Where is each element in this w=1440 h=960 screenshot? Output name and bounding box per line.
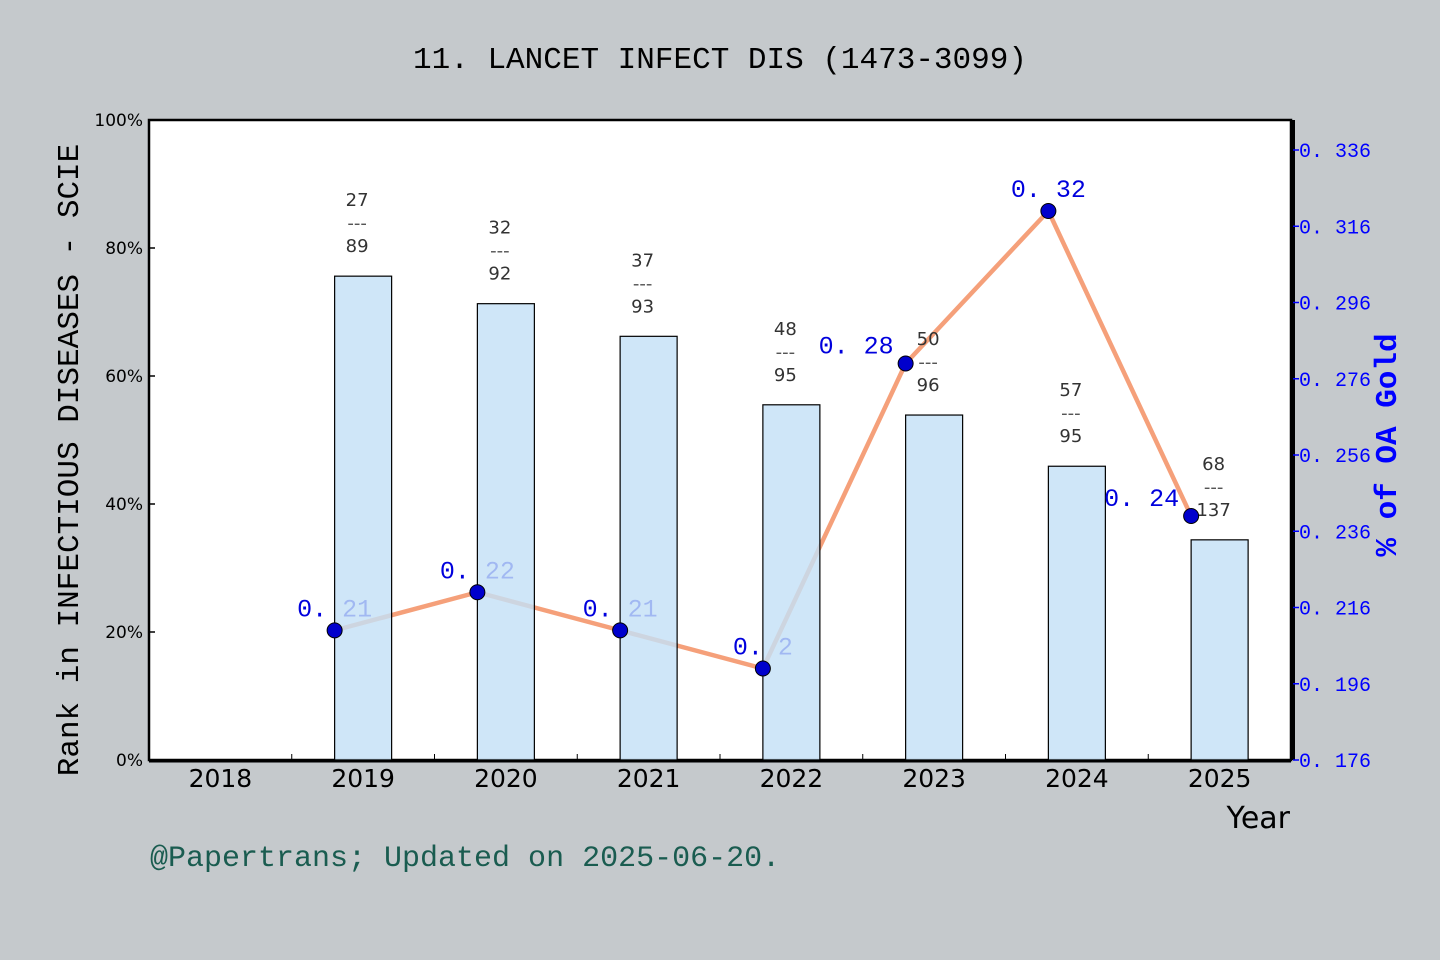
- line-marker: [1183, 508, 1200, 524]
- line-value-label: 0. 28: [819, 333, 894, 362]
- y2-tick-label: 0. 316: [1299, 217, 1371, 240]
- x-tick-label: 2019: [331, 764, 395, 793]
- y-axis-label: Rank in INFECTIOUS DISEASES - SCIE: [53, 144, 88, 777]
- bar-rank-label: 37: [631, 250, 654, 271]
- bar-total-label: 93: [631, 296, 654, 317]
- y2-axis-label: % of OA Gold: [1371, 333, 1406, 556]
- y2-tick-label: 0. 176: [1299, 751, 1371, 774]
- bar-total-label: 89: [346, 236, 369, 257]
- y-tick-label: 80%: [105, 239, 143, 259]
- line-marker: [326, 622, 343, 639]
- plot-area: [147, 118, 1293, 762]
- bar-rank-label: 27: [346, 190, 369, 211]
- bar-2020: [476, 303, 535, 761]
- bar-rank-separator: ---: [633, 273, 653, 294]
- y-tick-label: 20%: [105, 623, 143, 643]
- bar-rank-label: 32: [488, 218, 511, 239]
- y-tick-label: 40%: [105, 495, 143, 515]
- y-tick-label: 60%: [105, 367, 143, 387]
- x-tick-label: 2025: [1188, 764, 1252, 793]
- bar-total-label: 92: [488, 264, 511, 285]
- y2-tick-label: 0. 216: [1299, 599, 1371, 622]
- x-tick-label: 2023: [902, 764, 966, 793]
- y2-tick-label: 0. 296: [1299, 294, 1371, 317]
- chart-title: 11. LANCET INFECT DIS (1473-3099): [413, 43, 1027, 78]
- line-marker: [469, 584, 486, 601]
- y2-tick-label: 0. 276: [1299, 370, 1371, 393]
- bar-rank-label: 48: [774, 319, 797, 340]
- bar-rank-label: 50: [917, 329, 940, 350]
- x-tick-label: 2020: [474, 764, 538, 793]
- bar-2021: [619, 335, 678, 761]
- y2-tick-label: 0. 336: [1299, 141, 1371, 164]
- line-marker: [897, 355, 914, 372]
- y-tick-label: 100%: [94, 111, 143, 131]
- y2-tick-label: 0. 196: [1299, 675, 1371, 698]
- bar-total-label: 95: [1059, 426, 1082, 447]
- line-marker: [612, 622, 629, 639]
- bar-rank-label: 68: [1202, 454, 1225, 475]
- bar-rank-separator: ---: [918, 352, 938, 373]
- bar-2023: [905, 414, 964, 761]
- bar-2024: [1047, 465, 1106, 761]
- bar-rank-separator: ---: [347, 213, 367, 234]
- bar-2025: [1190, 539, 1249, 761]
- y2-tick-label: 0. 236: [1299, 522, 1371, 545]
- line-value-label: 0. 24: [1104, 485, 1179, 514]
- y2-tick-label: 0. 256: [1299, 446, 1371, 469]
- bar-rank-separator: ---: [1061, 403, 1081, 424]
- bar-rank-separator: ---: [490, 241, 510, 262]
- x-tick-label: 2024: [1045, 764, 1109, 793]
- bar-rank-separator: ---: [1204, 477, 1224, 498]
- bar-total-label: 95: [774, 365, 797, 386]
- line-marker: [1040, 203, 1057, 219]
- bar-rank-label: 57: [1059, 380, 1082, 401]
- bar-rank-separator: ---: [776, 342, 796, 363]
- footer-credit: @Papertrans; Updated on 2025-06-20.: [150, 842, 780, 876]
- line-value-label: 0. 32: [1011, 176, 1086, 205]
- x-tick-label: 2021: [617, 764, 681, 793]
- line-marker: [754, 660, 771, 677]
- x-axis-label: Year: [1225, 801, 1290, 836]
- bar-2022: [762, 404, 821, 761]
- y-tick-label: 0%: [116, 751, 143, 771]
- x-tick-label: 2022: [760, 764, 824, 793]
- bar-2019: [334, 275, 393, 761]
- bar-total-label: 96: [917, 375, 940, 396]
- bar-total-label: 137: [1196, 500, 1230, 521]
- x-tick-label: 2018: [189, 764, 253, 793]
